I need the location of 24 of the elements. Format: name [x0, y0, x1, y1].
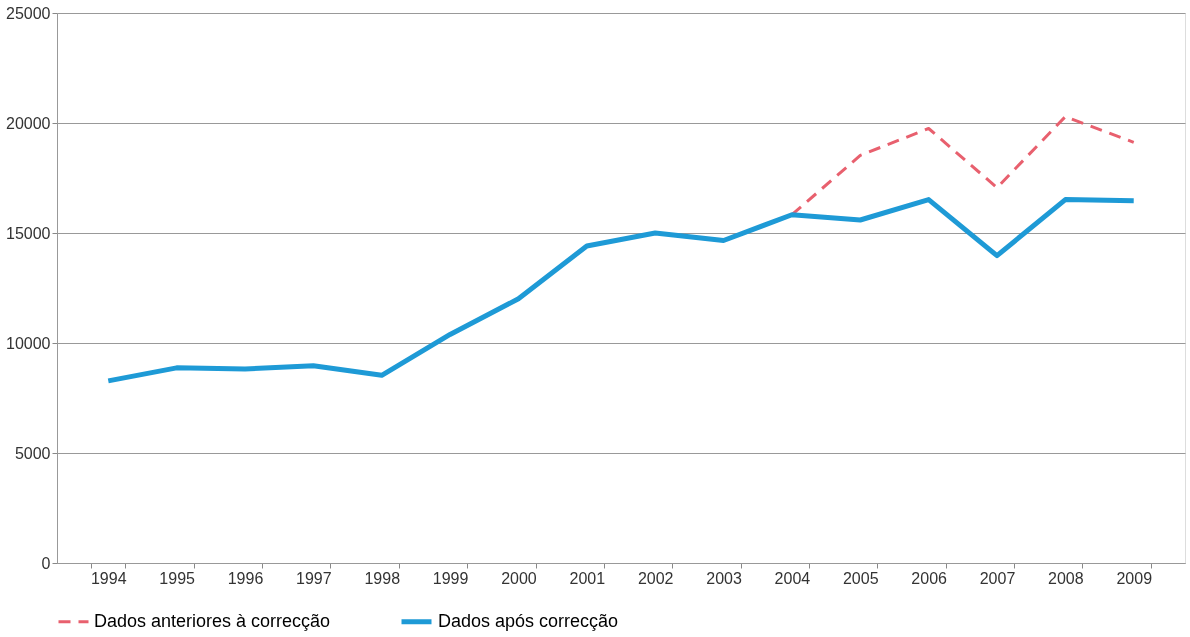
x-tick-label: 2002 [637, 569, 674, 587]
y-tick-label: 10000 [6, 334, 51, 352]
x-tick-label: 2000 [501, 569, 537, 587]
x-tick-label: 1999 [432, 569, 469, 587]
x-tick-label: 1997 [296, 569, 332, 587]
y-tick-label: 15000 [6, 224, 51, 242]
x-tick-label: 2007 [979, 569, 1016, 587]
x-tick-label: 2001 [569, 569, 606, 587]
x-tick-label: 1996 [227, 569, 264, 587]
y-tick-label: 20000 [6, 114, 51, 132]
x-tick-label: 1995 [159, 569, 196, 587]
x-tick-label: 2003 [706, 569, 742, 587]
x-tick-label: 2006 [911, 569, 948, 587]
x-tick-label: 1994 [90, 569, 127, 587]
y-tick-label: 25000 [6, 4, 51, 22]
x-tick-label: 1998 [364, 569, 401, 587]
x-tick-label: 2005 [842, 569, 879, 587]
y-tick-label: 0 [41, 554, 51, 572]
legend-label: Dados anteriores à correcção [94, 610, 331, 631]
x-tick-label: 2008 [1048, 569, 1084, 587]
legend-label: Dados após correcção [438, 610, 619, 631]
x-tick-label: 2009 [1116, 569, 1153, 587]
x-tick-label: 2004 [774, 569, 811, 587]
y-tick-label: 5000 [14, 444, 51, 462]
